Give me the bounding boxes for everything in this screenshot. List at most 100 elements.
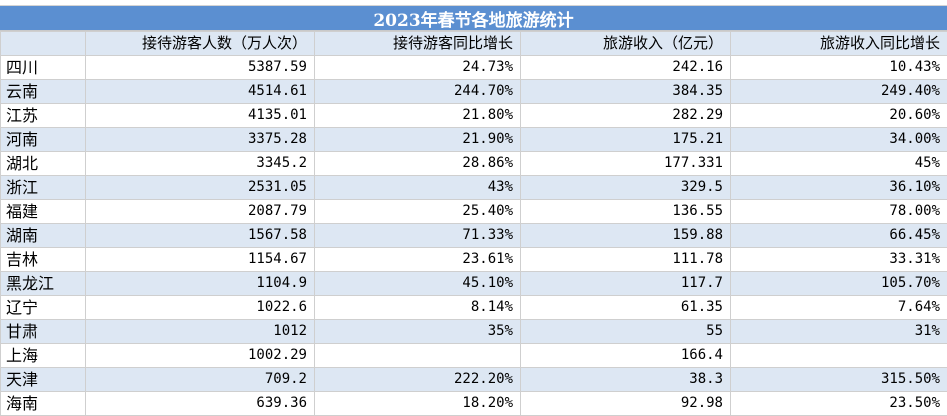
revenue-growth-cell[interactable]: 36.10% (731, 176, 947, 200)
revenue-cell[interactable]: 159.88 (521, 224, 731, 248)
revenue-cell[interactable]: 117.7 (521, 272, 731, 296)
province-cell[interactable]: 辽宁 (1, 296, 86, 320)
revenue-cell[interactable]: 111.78 (521, 248, 731, 272)
revenue-growth-cell[interactable]: 66.45% (731, 224, 947, 248)
visitors-cell[interactable]: 1567.58 (86, 224, 315, 248)
revenue-cell[interactable]: 282.29 (521, 104, 731, 128)
header-cell-province[interactable] (1, 32, 86, 56)
visitors-cell[interactable]: 3345.2 (86, 152, 315, 176)
revenue-cell[interactable]: 136.55 (521, 200, 731, 224)
visitors-cell[interactable]: 709.2 (86, 368, 315, 392)
visitors-cell[interactable]: 1154.67 (86, 248, 315, 272)
province-cell[interactable]: 河南 (1, 128, 86, 152)
province-cell[interactable]: 海南 (1, 392, 86, 416)
revenue-cell[interactable]: 55 (521, 320, 731, 344)
province-cell[interactable]: 吉林 (1, 248, 86, 272)
visitor-growth-cell[interactable]: 21.80% (315, 104, 521, 128)
revenue-growth-cell[interactable]: 7.64% (731, 296, 947, 320)
revenue-cell[interactable]: 166.4 (521, 344, 731, 368)
visitors-cell[interactable]: 1104.9 (86, 272, 315, 296)
visitor-growth-cell[interactable]: 25.40% (315, 200, 521, 224)
province-cell[interactable]: 江苏 (1, 104, 86, 128)
visitors-cell[interactable]: 1022.6 (86, 296, 315, 320)
visitor-growth-cell[interactable]: 18.20% (315, 392, 521, 416)
revenue-cell[interactable]: 175.21 (521, 128, 731, 152)
revenue-cell[interactable]: 61.35 (521, 296, 731, 320)
visitor-growth-cell[interactable]: 43% (315, 176, 521, 200)
header-cell-revenue[interactable]: 旅游收入（亿元） (521, 32, 731, 56)
revenue-growth-cell[interactable]: 34.00% (731, 128, 947, 152)
visitor-growth-cell[interactable]: 28.86% (315, 152, 521, 176)
visitor-growth-cell[interactable]: 24.73% (315, 56, 521, 80)
visitor-growth-cell[interactable]: 21.90% (315, 128, 521, 152)
visitors-cell[interactable]: 2531.05 (86, 176, 315, 200)
visitor-growth-cell[interactable]: 222.20% (315, 368, 521, 392)
revenue-growth-cell[interactable]: 105.70% (731, 272, 947, 296)
visitors-cell[interactable]: 2087.79 (86, 200, 315, 224)
revenue-cell[interactable]: 329.5 (521, 176, 731, 200)
revenue-growth-cell[interactable] (731, 344, 947, 368)
revenue-cell[interactable]: 38.3 (521, 368, 731, 392)
revenue-growth-cell[interactable]: 10.43% (731, 56, 947, 80)
visitors-cell[interactable]: 1012 (86, 320, 315, 344)
revenue-cell[interactable]: 177.331 (521, 152, 731, 176)
revenue-cell[interactable]: 242.16 (521, 56, 731, 80)
revenue-growth-cell[interactable]: 45% (731, 152, 947, 176)
province-cell[interactable]: 湖南 (1, 224, 86, 248)
revenue-growth-cell[interactable]: 23.50% (731, 392, 947, 416)
province-cell[interactable]: 甘肃 (1, 320, 86, 344)
header-cell-visitors[interactable]: 接待游客人数（万人次） (86, 32, 315, 56)
province-cell[interactable]: 福建 (1, 200, 86, 224)
revenue-cell[interactable]: 92.98 (521, 392, 731, 416)
revenue-growth-cell[interactable]: 20.60% (731, 104, 947, 128)
province-cell[interactable]: 湖北 (1, 152, 86, 176)
visitor-growth-cell[interactable]: 8.14% (315, 296, 521, 320)
visitor-growth-cell[interactable]: 35% (315, 320, 521, 344)
province-cell[interactable]: 四川 (1, 56, 86, 80)
province-cell[interactable]: 云南 (1, 80, 86, 104)
revenue-growth-cell[interactable]: 33.31% (731, 248, 947, 272)
revenue-growth-cell[interactable]: 31% (731, 320, 947, 344)
visitors-cell[interactable]: 5387.59 (86, 56, 315, 80)
visitors-cell[interactable]: 1002.29 (86, 344, 315, 368)
revenue-cell[interactable]: 384.35 (521, 80, 731, 104)
visitors-cell[interactable]: 3375.28 (86, 128, 315, 152)
visitors-cell[interactable]: 639.36 (86, 392, 315, 416)
header-row: 接待游客人数（万人次） 接待游客同比增长 旅游收入（亿元） 旅游收入同比增长 (1, 32, 947, 56)
province-cell[interactable]: 浙江 (1, 176, 86, 200)
visitor-growth-cell[interactable]: 45.10% (315, 272, 521, 296)
revenue-growth-cell[interactable]: 78.00% (731, 200, 947, 224)
visitors-cell[interactable]: 4514.61 (86, 80, 315, 104)
visitor-growth-cell[interactable]: 23.61% (315, 248, 521, 272)
revenue-growth-cell[interactable]: 249.40% (731, 80, 947, 104)
header-cell-visitor-growth[interactable]: 接待游客同比增长 (315, 32, 521, 56)
stats-table: 接待游客人数（万人次） 接待游客同比增长 旅游收入（亿元） 旅游收入同比增长 四… (0, 31, 947, 416)
visitor-growth-cell[interactable]: 244.70% (315, 80, 521, 104)
province-cell[interactable]: 天津 (1, 368, 86, 392)
revenue-growth-cell[interactable]: 315.50% (731, 368, 947, 392)
province-cell[interactable]: 上海 (1, 344, 86, 368)
header-cell-revenue-growth[interactable]: 旅游收入同比增长 (731, 32, 947, 56)
visitors-cell[interactable]: 4135.01 (86, 104, 315, 128)
visitor-growth-cell[interactable] (315, 344, 521, 368)
province-cell[interactable]: 黑龙江 (1, 272, 86, 296)
table-title: 2023年春节各地旅游统计 (0, 6, 947, 31)
visitor-growth-cell[interactable]: 71.33% (315, 224, 521, 248)
